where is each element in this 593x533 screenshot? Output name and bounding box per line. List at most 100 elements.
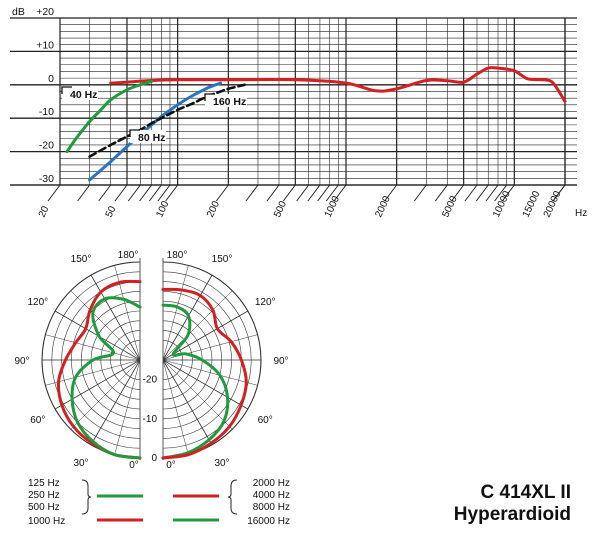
annotation-box bbox=[62, 87, 98, 100]
x-tick-label: 50 bbox=[104, 204, 119, 219]
polar-curves bbox=[56, 279, 248, 460]
annotation-box bbox=[130, 130, 166, 143]
polar-angle-label-right: 180° bbox=[167, 250, 188, 261]
polar-spoke bbox=[162, 359, 213, 446]
y-tick-label: -30 bbox=[39, 173, 54, 185]
x-tick-label: 15000 bbox=[521, 189, 543, 219]
legend-right-brace bbox=[227, 479, 238, 515]
fr-tick-slant bbox=[148, 184, 162, 202]
fr-tick-slant bbox=[317, 184, 331, 202]
polar-radial-label: -10 bbox=[143, 414, 158, 425]
polar-spoke bbox=[54, 359, 141, 410]
polar-spoke bbox=[90, 359, 141, 446]
polar-labels: 180° 150° 120° 90° 60° 30° 0° 180° 150° 120° 90° 60… bbox=[14, 250, 288, 471]
polar-spoke bbox=[70, 290, 141, 361]
x-tick-label: 5000 bbox=[440, 194, 460, 219]
fr-tick-slant bbox=[296, 184, 310, 202]
product-model: C 414XL II bbox=[480, 482, 571, 503]
fr-tick-slant bbox=[501, 184, 515, 202]
polar-angle-label-right: 30° bbox=[214, 458, 229, 469]
polar-spoke bbox=[162, 359, 233, 430]
polar-angle-label-right: 0° bbox=[166, 460, 176, 471]
fr-tick-slant bbox=[494, 184, 508, 202]
x-tick-label: 2000 bbox=[373, 194, 393, 219]
legend: 125 Hz 250 Hz 500 Hz 1000 Hz 2000 Hz 400… bbox=[28, 478, 290, 527]
polar-right-green-curve bbox=[161, 303, 230, 460]
legend-right-4000: 4000 Hz bbox=[253, 490, 290, 501]
polar-angle-label-right: 150° bbox=[212, 254, 233, 265]
y-tick-label: -10 bbox=[39, 106, 54, 118]
polar-angle-label-left: 60° bbox=[30, 415, 45, 426]
legend-right-8000: 8000 Hz bbox=[253, 502, 290, 513]
polar-grid bbox=[41, 256, 262, 464]
y-tick-label: -20 bbox=[39, 140, 54, 152]
x-unit-label: Hz bbox=[575, 208, 587, 219]
fr-tick-slant bbox=[485, 184, 499, 202]
fr-tick-slant bbox=[464, 184, 478, 202]
x-tick-label: 1000 bbox=[323, 194, 343, 219]
fr-tick-slant bbox=[266, 184, 280, 202]
polar-angle-label-left: 30° bbox=[73, 458, 88, 469]
polar-left-red-curve bbox=[56, 279, 142, 460]
y-tick-label: 0 bbox=[48, 73, 54, 85]
annotation-label: 80 Hz bbox=[138, 132, 165, 144]
fr-tick-slant bbox=[47, 184, 61, 202]
annotation-box bbox=[205, 94, 247, 107]
fr-annotations: 40 Hz 80 Hz 160 Hz bbox=[61, 86, 247, 144]
fr-tick-slant bbox=[98, 184, 112, 202]
polar-angle-label-right: 60° bbox=[258, 415, 273, 426]
polar-pattern-chart: 180° 150° 120° 90° 60° 30° 0° 180° 150° 120° 90° 60… bbox=[14, 250, 288, 471]
fr-tick-slant bbox=[325, 184, 339, 202]
polar-radial-label: -20 bbox=[143, 375, 158, 386]
x-tick-label: 200 bbox=[205, 199, 222, 219]
annotation-label: 160 Hz bbox=[213, 96, 246, 108]
polar-angle-label-right: 120° bbox=[255, 297, 276, 308]
fr-series-red-solid bbox=[109, 66, 567, 103]
x-tick-label: 100 bbox=[154, 199, 171, 219]
polar-spoke bbox=[162, 290, 233, 361]
x-tick-label: 10000 bbox=[491, 189, 513, 219]
polar-spoke bbox=[162, 359, 189, 455]
legend-left-1000: 1000 Hz bbox=[28, 516, 65, 527]
annotation-bracket bbox=[61, 86, 72, 94]
fr-tick-slant bbox=[434, 184, 448, 202]
fr-tick-slant bbox=[127, 184, 141, 202]
polar-spoke bbox=[162, 265, 189, 361]
fr-grid bbox=[10, 17, 577, 202]
legend-right-16000: 16000 Hz bbox=[247, 516, 290, 527]
fr-tick-slant bbox=[552, 184, 566, 202]
fr-tick-slant bbox=[165, 184, 179, 202]
fr-series-green-solid bbox=[65, 80, 154, 154]
fr-tick-slant bbox=[77, 184, 91, 202]
fr-tick-slant bbox=[475, 184, 489, 202]
polar-right-red-curve bbox=[161, 287, 248, 460]
polar-angle-label-left: 150° bbox=[71, 254, 92, 265]
fr-series-black-dashed bbox=[88, 83, 246, 158]
polar-angle-label-left: 0° bbox=[129, 460, 139, 471]
legend-left-125: 125 Hz bbox=[28, 478, 60, 489]
fr-tick-slant bbox=[157, 184, 171, 202]
fr-tick-slant bbox=[307, 184, 321, 202]
fr-tick-slant bbox=[333, 184, 347, 202]
fr-tick-slant bbox=[139, 184, 152, 202]
legend-left-brace bbox=[81, 479, 92, 515]
polar-spoke bbox=[162, 359, 258, 386]
polar-spoke bbox=[70, 359, 141, 430]
y-tick-label: +10 bbox=[36, 39, 54, 51]
legend-left-250: 250 Hz bbox=[28, 490, 60, 501]
polar-spoke bbox=[45, 334, 141, 361]
polar-spoke bbox=[162, 310, 249, 361]
polar-spoke bbox=[162, 359, 249, 410]
y-tick-label: +20 bbox=[36, 6, 54, 18]
polar-angle-label-left: 180° bbox=[118, 250, 139, 261]
fr-tick-slant bbox=[451, 184, 465, 202]
fr-tick-slant bbox=[384, 184, 398, 202]
polar-left-green-curve bbox=[70, 296, 142, 460]
annotation-bracket bbox=[204, 93, 215, 101]
legend-right-2000: 2000 Hz bbox=[253, 478, 290, 489]
fr-tick-slant bbox=[413, 184, 427, 202]
fr-tick-slant bbox=[245, 184, 259, 202]
x-tick-label: 500 bbox=[272, 199, 289, 219]
product-title-block: C 414XL II Hyperardioid bbox=[454, 482, 571, 526]
fr-tick-slant bbox=[215, 184, 229, 202]
